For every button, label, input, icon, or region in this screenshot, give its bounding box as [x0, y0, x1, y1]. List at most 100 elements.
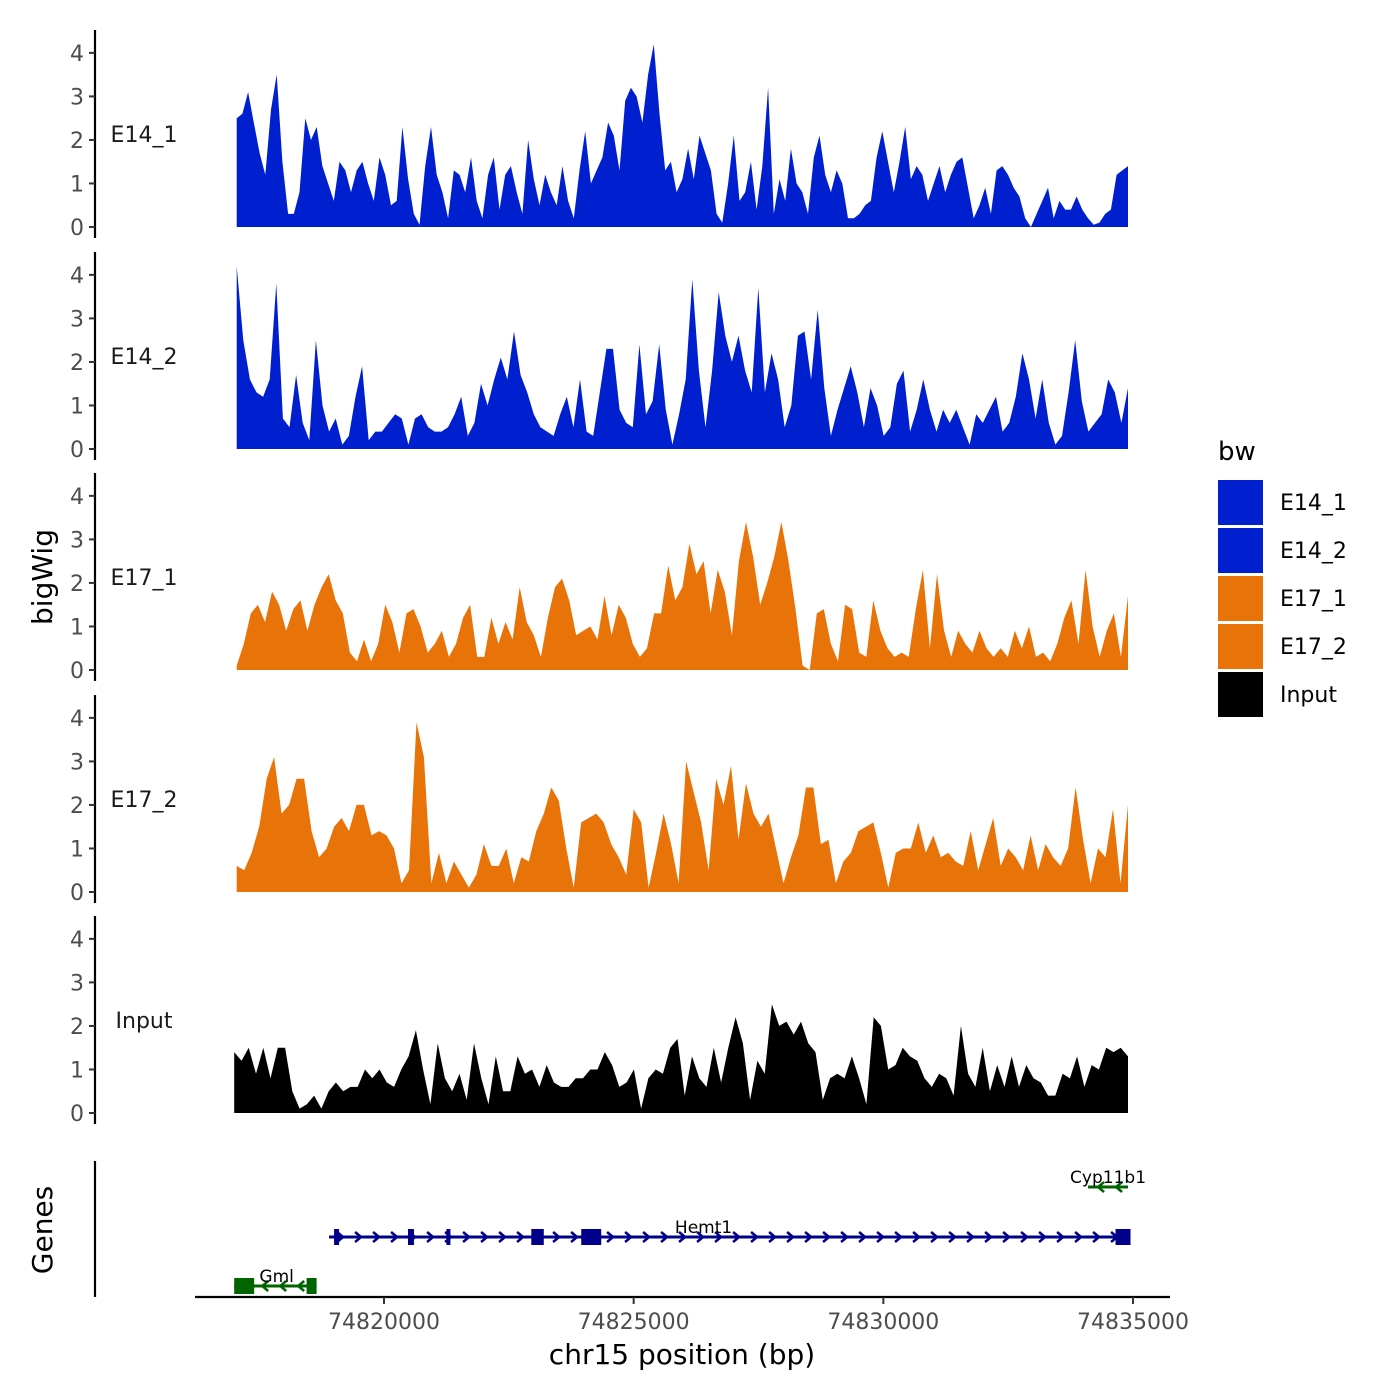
- strand-chevron: [1092, 1231, 1102, 1243]
- strand-chevron: [390, 1231, 400, 1243]
- strand-chevron: [1020, 1231, 1030, 1243]
- strand-chevron: [678, 1231, 688, 1243]
- strand-chevron: [372, 1231, 382, 1243]
- y-tick-label: 3: [70, 750, 84, 775]
- track-Input: 0 1 2 3 4 Input: [70, 916, 1128, 1127]
- track-E14_2: 0 1 2 3 4 E14_2: [70, 252, 1128, 463]
- y-tick-label: 0: [70, 881, 84, 906]
- exon-block: [306, 1278, 317, 1294]
- strand-chevron: [840, 1231, 850, 1243]
- y-tick-label: 3: [70, 307, 84, 332]
- gene-Hemt1: Hemt1: [329, 1218, 1131, 1245]
- x-tick-label: 74835000: [1077, 1310, 1189, 1335]
- y-tick-label: 1: [70, 615, 84, 640]
- strand-chevron: [570, 1231, 580, 1243]
- legend-swatch-E17_1: [1218, 576, 1263, 621]
- strand-chevron: [696, 1231, 706, 1243]
- strand-chevron: [278, 1280, 288, 1292]
- strand-chevron: [714, 1231, 724, 1243]
- strand-chevron: [894, 1231, 904, 1243]
- strand-chevron: [930, 1231, 940, 1243]
- strand-chevron: [354, 1231, 364, 1243]
- strand-chevron: [1114, 1181, 1123, 1193]
- x-tick-label: 74820000: [328, 1310, 440, 1335]
- gene-label: Cyp11b1: [1070, 1168, 1146, 1188]
- strand-chevron: [1096, 1181, 1105, 1193]
- track-E14_1: 0 1 2 3 4 E14_1: [70, 30, 1128, 241]
- track-E17_2: 0 1 2 3 4 E17_2: [70, 695, 1128, 906]
- strand-chevron: [426, 1231, 436, 1243]
- track-label-E17_2: E17_2: [111, 788, 178, 813]
- exon-block: [581, 1229, 602, 1245]
- y-tick-label: 1: [70, 1058, 84, 1083]
- legend-label-E17_2: E17_2: [1280, 635, 1347, 660]
- signal-area-E17_1: [236, 522, 1128, 670]
- legend-swatch-E14_2: [1218, 528, 1263, 573]
- y-tick-label: 2: [70, 1015, 84, 1040]
- legend-label-Input: Input: [1280, 683, 1337, 708]
- gene-track: Cyp11b1 Hemt1 Gml: [93, 1161, 1146, 1297]
- signal-area-Input: [234, 1004, 1128, 1113]
- bigwig-tracks: 0 1 2 3 4 E14_1 0 1 2 3 4 E14_2 0 1 2 3 4 E17_1 0 1 2 3 4 E17_2…: [70, 30, 1128, 1127]
- strand-chevron: [642, 1231, 652, 1243]
- strand-chevron: [1038, 1231, 1048, 1243]
- strand-chevron: [624, 1231, 634, 1243]
- y-tick-label: 2: [70, 572, 84, 597]
- legend-swatch-E17_2: [1218, 624, 1263, 669]
- strand-chevron: [1002, 1231, 1012, 1243]
- exon-block: [234, 1278, 255, 1294]
- gene-label: Gml: [259, 1267, 293, 1287]
- legend-swatch-Input: [1218, 672, 1263, 717]
- strand-chevron: [660, 1231, 670, 1243]
- strand-chevron: [462, 1231, 472, 1243]
- x-axis-title: chr15 position (bp): [549, 1338, 815, 1371]
- strand-chevron: [804, 1231, 814, 1243]
- strand-chevron: [912, 1231, 922, 1243]
- y-tick-label: 4: [70, 928, 84, 953]
- y-tick-label: 3: [70, 971, 84, 996]
- y-tick-label: 1: [70, 837, 84, 862]
- y-tick-label: 4: [70, 485, 84, 510]
- y-tick-label: 2: [70, 129, 84, 154]
- strand-chevron: [260, 1280, 270, 1292]
- exon-block: [407, 1229, 414, 1245]
- legend: bw E14_1 E14_2 E17_1 E17_2 Input: [1218, 437, 1347, 717]
- y-tick-label: 0: [70, 216, 84, 241]
- gene-Gml: Gml: [234, 1267, 317, 1294]
- exon-block: [1115, 1229, 1131, 1245]
- y-axis-title-bigwig: bigWig: [26, 529, 59, 625]
- y-tick-label: 0: [70, 659, 84, 684]
- y-tick-label: 2: [70, 794, 84, 819]
- strand-chevron: [822, 1231, 832, 1243]
- strand-chevron: [498, 1231, 508, 1243]
- legend-label-E14_2: E14_2: [1280, 539, 1347, 564]
- strand-chevron: [948, 1231, 958, 1243]
- strand-chevron: [768, 1231, 778, 1243]
- y-tick-label: 3: [70, 528, 84, 553]
- strand-chevron: [296, 1280, 306, 1292]
- exon-block: [334, 1229, 340, 1245]
- track-label-E17_1: E17_1: [111, 566, 178, 591]
- strand-chevron: [1074, 1231, 1084, 1243]
- track-label-Input: Input: [116, 1009, 173, 1034]
- y-tick-label: 4: [70, 42, 84, 67]
- strand-chevron: [1056, 1231, 1066, 1243]
- legend-title: bw: [1218, 437, 1256, 467]
- y-tick-label: 1: [70, 172, 84, 197]
- track-label-E14_1: E14_1: [111, 123, 178, 148]
- x-axis: 74820000 74825000 74830000 74835000: [195, 1295, 1189, 1335]
- y-tick-label: 4: [70, 264, 84, 289]
- strand-chevron: [606, 1231, 616, 1243]
- x-tick-label: 74830000: [827, 1310, 939, 1335]
- y-tick-label: 1: [70, 394, 84, 419]
- exon-block: [446, 1229, 451, 1245]
- y-tick-label: 4: [70, 707, 84, 732]
- strand-chevron: [732, 1231, 742, 1243]
- legend-label-E17_1: E17_1: [1280, 587, 1347, 612]
- legend-label-E14_1: E14_1: [1280, 491, 1347, 516]
- x-tick-label: 74825000: [578, 1310, 690, 1335]
- strand-chevron: [966, 1231, 976, 1243]
- strand-chevron: [750, 1231, 760, 1243]
- y-tick-label: 3: [70, 85, 84, 110]
